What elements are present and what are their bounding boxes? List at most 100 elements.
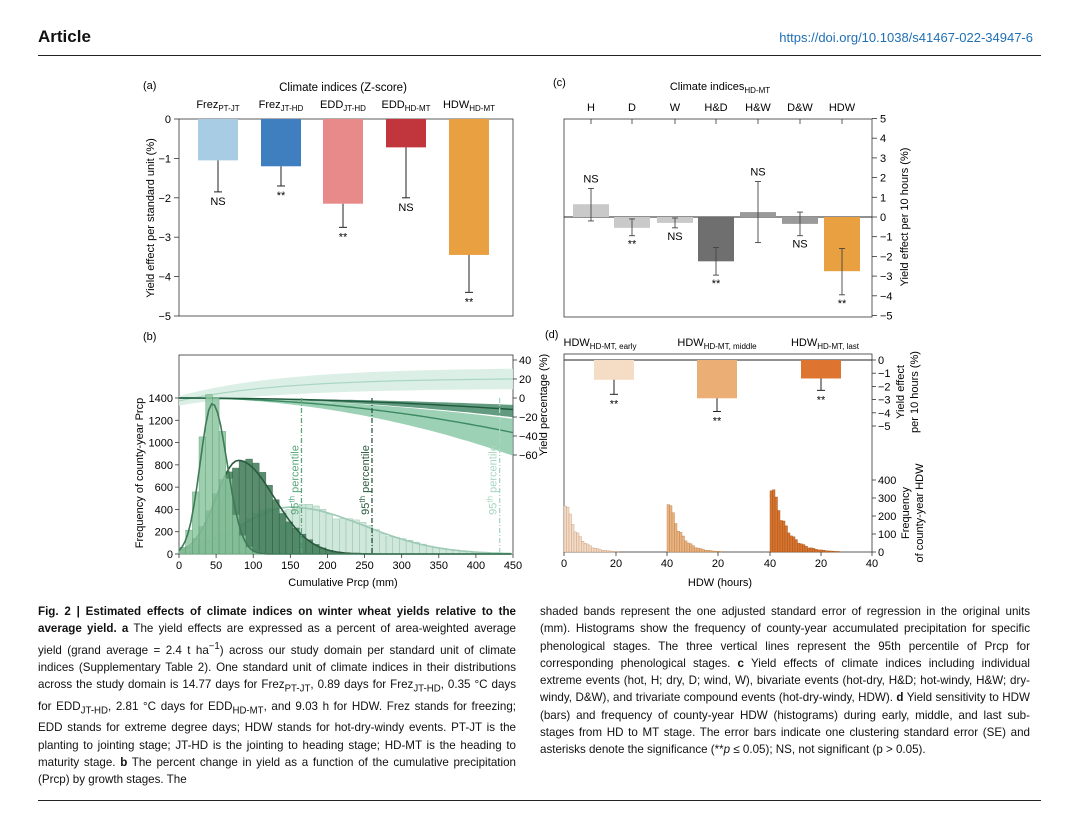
panel-b-xtick-label: 0	[176, 560, 182, 572]
panel-d-hist-bin	[789, 535, 793, 553]
panel-c-title-sub: HD-MT	[744, 86, 770, 95]
panel-d-stage-title: HDWHD-MT, middle	[677, 337, 757, 351]
panel-d-hist-bin	[792, 536, 796, 553]
panel-d-hist-bin	[777, 510, 781, 553]
panel-c-sig-label: NS	[792, 239, 807, 251]
panel-d-hist-bin	[809, 547, 813, 553]
panel-b-hist-ptjt-bin	[212, 397, 220, 555]
panel-d-hist-bin	[784, 525, 788, 553]
panel-d-hist-bin	[666, 504, 670, 553]
panel-c-ytick-label: 3	[880, 153, 886, 165]
panel-c-sig-label: **	[628, 239, 637, 251]
panel-d-hist-bin	[568, 513, 572, 553]
panel-d-hist-bin	[706, 550, 710, 553]
panel-a-title: Climate indices (Z-score)	[279, 82, 407, 94]
panel-b-percentile-suffix: th	[486, 496, 495, 503]
panel-c-ytick-label: −4	[880, 291, 893, 303]
panel-a-bar	[386, 119, 426, 148]
caption-left: Fig. 2 | Estimated effects of climate in…	[38, 605, 516, 787]
panel-c-letter: (c)	[553, 77, 566, 89]
panel-d-hist-bin	[814, 549, 818, 553]
panel-d-hist-bin	[578, 536, 582, 553]
panel-b-hist-jthd-bin	[285, 521, 293, 555]
panel-d-hist-bin	[616, 551, 620, 553]
panel-d-hist-bin	[769, 490, 773, 553]
panel-c-y-axis: 5 4 3 2 1 0 −1 −2 −3 −4 −5	[872, 114, 893, 323]
panel-d-hist-bin	[711, 550, 715, 553]
panel-b-percentile-number: 95	[289, 503, 301, 515]
panel-d-hist-bin	[797, 543, 801, 553]
panel-b-hist-jthd-bin	[265, 485, 273, 555]
panel-b-xtick-label: 450	[504, 560, 522, 572]
panel-b-ytick-left-label: 800	[155, 460, 173, 472]
panel-a: (a) Climate indices (Z-score) Yield effe…	[143, 80, 514, 323]
panel-d-ytick-label: −3	[878, 395, 891, 407]
panel-d-xtick-label: 40	[764, 558, 776, 570]
article-label: Article	[38, 27, 91, 46]
panel-b-ytick-right-label: −40	[519, 431, 538, 443]
panel-d-ytick-label: −2	[878, 381, 891, 393]
panel-b-xtick-label: 350	[430, 560, 448, 572]
panel-d: (d) HDW (hours) Yield effect per 10 hour…	[545, 329, 926, 589]
panel-d-ylabel-top: Yield effect per 10 hours (%)	[895, 351, 921, 433]
panel-d-hist-bin	[676, 531, 680, 553]
panel-d-xlabel: HDW (hours)	[688, 577, 752, 589]
panel-d-hist-ytick-label: 400	[878, 475, 896, 487]
panel-a-sig-label: NS	[398, 202, 413, 214]
panel-b-hist-jthd-bin	[272, 499, 280, 555]
panel-b-xlabel: Cumulative Prcp (mm)	[288, 577, 397, 589]
panel-b-band-dark	[179, 398, 513, 418]
panel-d-hist-bin	[822, 550, 826, 553]
panel-c-sig-label: NS	[667, 231, 682, 243]
panel-c-frame	[563, 118, 873, 318]
panel-c-ytick-label: 2	[880, 173, 886, 185]
panel-d-hist-bin	[686, 542, 690, 553]
panel-c-ytick-label: −3	[880, 271, 893, 283]
panel-d-hist-ytick-label: 300	[878, 493, 896, 505]
panel-d-bar	[697, 360, 737, 399]
panel-d-hist-bin	[674, 523, 678, 553]
panel-b-xtick-label: 250	[355, 560, 373, 572]
panel-a-ytick-label: −1	[158, 153, 171, 165]
panel-c-category-label: H&W	[745, 102, 771, 114]
panel-d-xtick-label: 20	[610, 558, 622, 570]
panel-d-sig-label: **	[817, 394, 826, 406]
panel-d-hist-bin	[829, 550, 833, 553]
panel-b-band-pale	[179, 368, 513, 406]
panel-d-hist-bin	[689, 543, 693, 553]
panel-a-bar	[198, 119, 238, 161]
panel-d-hist-bin	[834, 551, 838, 553]
doi-link[interactable]: https://doi.org/10.1038/s41467-022-34947…	[779, 30, 1033, 45]
panel-d-letter: (d)	[545, 329, 558, 341]
panel-d-hist-bin	[581, 541, 585, 553]
panel-d-xtick-label: 20	[815, 558, 827, 570]
panel-d-hist-bin	[802, 544, 806, 553]
panel-a-cat-2: FrezJT-HD	[259, 99, 304, 113]
panel-d-hist-bin	[586, 543, 590, 553]
panel-d-hist-bin	[576, 532, 580, 553]
panel-d-stage-title-sub: HD-MT, last	[817, 342, 860, 351]
panel-b-hist-ptjt-bin	[198, 436, 206, 555]
panel-d-ylabel-top-line1: Yield effect	[895, 365, 907, 419]
panel-c-sig-label: **	[712, 278, 721, 290]
panel-d-hist-bin	[613, 551, 617, 553]
panel-a-ytick-label: −4	[158, 272, 171, 284]
panel-b-ytick-left-label: 600	[155, 482, 173, 494]
panel-d-hist-bin	[696, 547, 700, 553]
panel-a-bar	[323, 119, 363, 204]
caption-a-bold: a	[121, 622, 129, 636]
panel-b-hist-hdmt-bin	[392, 537, 400, 555]
panel-b-hist-jthd-bin	[245, 458, 253, 555]
panel-d-stage-title: HDWHD-MT, early	[564, 337, 637, 351]
panel-d-ytick-label: −4	[878, 408, 891, 420]
panel-d-hist-bin	[774, 496, 778, 553]
panel-b-ytick-right-label: 20	[519, 374, 531, 386]
panel-c-categories: H D W H&D H&W D&W HDW	[587, 102, 856, 124]
panel-a-bar	[449, 119, 489, 255]
panel-d-hist-bin	[563, 505, 567, 553]
panel-b-ytick-left-label: 1200	[149, 415, 173, 427]
panel-d-ylabel-bottom: Frequency of county-year HDW	[900, 463, 926, 563]
panel-d-hist-bin	[583, 543, 587, 553]
panel-d-hist-bin	[794, 539, 798, 553]
